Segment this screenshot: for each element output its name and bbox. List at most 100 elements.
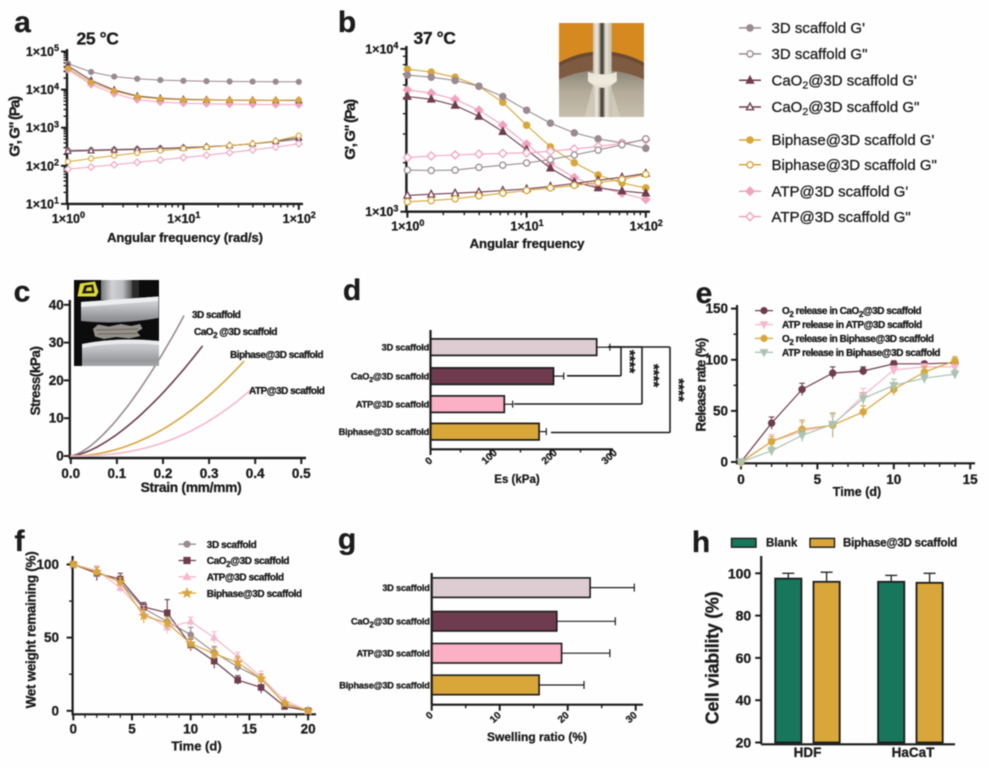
svg-text:25 °C: 25 °C: [77, 29, 120, 49]
svg-text:e: e: [696, 277, 713, 310]
svg-text:300: 300: [600, 447, 620, 467]
svg-text:0: 0: [720, 455, 728, 470]
svg-text:Biphase@3D scaffold G': Biphase@3D scaffold G': [772, 132, 935, 149]
svg-text:0.3: 0.3: [200, 466, 219, 481]
svg-text:ATP@3D scaffold G": ATP@3D scaffold G": [772, 209, 911, 226]
svg-text:Angular frequency (rad/s): Angular frequency (rad/s): [107, 230, 263, 245]
svg-text:20: 20: [301, 722, 316, 737]
svg-text:b: b: [338, 6, 356, 39]
svg-text:20: 20: [736, 735, 752, 751]
svg-text:30: 30: [49, 335, 64, 350]
svg-text:0.1: 0.1: [108, 466, 127, 481]
svg-text:0: 0: [70, 722, 78, 737]
svg-text:Biphase@3D scaffold: Biphase@3D scaffold: [843, 538, 957, 550]
svg-text:1×102: 1×102: [630, 218, 663, 234]
svg-text:40: 40: [736, 692, 752, 708]
svg-text:20: 20: [556, 710, 572, 726]
svg-text:10: 10: [886, 472, 901, 487]
svg-text:Biphase@3D scaffold: Biphase@3D scaffold: [230, 350, 323, 361]
svg-text:10: 10: [49, 411, 64, 426]
svg-text:CaO2@3D scaffold: CaO2@3D scaffold: [207, 556, 290, 569]
svg-text:O2 release in CaO2@3D scaffold: O2 release in CaO2@3D scaffold: [782, 306, 921, 319]
svg-text:10: 10: [488, 710, 504, 726]
svg-text:f: f: [15, 525, 26, 558]
svg-text:HDF: HDF: [794, 745, 822, 760]
svg-text:20: 20: [49, 373, 64, 388]
svg-text:50: 50: [713, 403, 728, 418]
svg-text:0.2: 0.2: [154, 466, 173, 481]
svg-text:40: 40: [49, 297, 64, 312]
svg-text:ATP@3D scaffold: ATP@3D scaffold: [357, 649, 430, 659]
svg-text:Biphase@3D scaffold: Biphase@3D scaffold: [207, 589, 302, 600]
svg-text:0.5: 0.5: [292, 466, 311, 481]
svg-text:CaO2 @3D scaffold: CaO2 @3D scaffold: [194, 327, 277, 340]
svg-text:Angular frequency: Angular frequency: [470, 236, 586, 251]
svg-text:Es (kPa): Es (kPa): [494, 474, 540, 486]
svg-text:Blank: Blank: [766, 538, 798, 550]
svg-text:1×103: 1×103: [365, 203, 398, 219]
svg-text:ATP@3D scaffold G': ATP@3D scaffold G': [772, 183, 909, 200]
svg-text:a: a: [14, 6, 31, 39]
svg-text:Stress(kPa): Stress(kPa): [28, 347, 43, 416]
svg-text:37 °C: 37 °C: [414, 28, 457, 48]
svg-text:50: 50: [44, 630, 59, 645]
svg-text:5: 5: [128, 722, 136, 737]
svg-text:100: 100: [728, 565, 752, 581]
svg-text:1×101: 1×101: [167, 210, 200, 226]
svg-text:1×102: 1×102: [283, 210, 316, 226]
svg-text:****: ****: [621, 350, 638, 374]
svg-text:CaO2@3D scaffold: CaO2@3D scaffold: [351, 372, 429, 385]
svg-text:1×104: 1×104: [365, 41, 398, 57]
svg-text:ATP@3D scaffold: ATP@3D scaffold: [356, 400, 429, 410]
svg-text:30: 30: [624, 710, 640, 726]
svg-text:200: 200: [540, 447, 560, 467]
svg-text:Biphase@3D scaffold G": Biphase@3D scaffold G": [772, 157, 937, 174]
svg-text:CaO2@3D scaffold: CaO2@3D scaffold: [351, 617, 430, 630]
svg-text:0: 0: [424, 455, 436, 467]
svg-text:Wet weight remaining (%): Wet weight remaining (%): [24, 552, 39, 709]
svg-text:0.0: 0.0: [61, 466, 80, 481]
svg-text:c: c: [14, 276, 31, 309]
svg-text:ATP@3D scaffold: ATP@3D scaffold: [249, 386, 325, 397]
svg-text:100: 100: [36, 557, 59, 572]
svg-text:3D scaffold: 3D scaffold: [192, 310, 241, 321]
svg-text:O2 release in Biphase@3D scaff: O2 release in Biphase@3D scaffold: [782, 334, 934, 347]
svg-text:Strain (mm/mm): Strain (mm/mm): [141, 480, 242, 495]
svg-text:15: 15: [963, 472, 979, 487]
svg-text:G', G" (Pa): G', G" (Pa): [7, 96, 24, 157]
svg-text:CaO2@3D scaffold G": CaO2@3D scaffold G": [772, 99, 920, 118]
svg-text:1×100: 1×100: [391, 218, 424, 234]
svg-text:60: 60: [736, 650, 752, 666]
svg-text:3D scaffold G": 3D scaffold G": [772, 46, 868, 63]
svg-text:100: 100: [480, 447, 500, 467]
svg-text:3D scaffold: 3D scaffold: [207, 540, 257, 551]
svg-text:d: d: [343, 274, 361, 307]
svg-text:Time (d): Time (d): [833, 485, 881, 499]
svg-text:15: 15: [242, 722, 258, 737]
svg-text:G', G" (Pa): G', G" (Pa): [342, 99, 359, 160]
svg-text:Biphase@3D scaffold: Biphase@3D scaffold: [339, 680, 429, 690]
svg-text:150: 150: [705, 301, 728, 316]
svg-text:1×105: 1×105: [26, 43, 59, 59]
svg-text:Time (d): Time (d): [171, 739, 221, 754]
svg-text:CaO2@3D scaffold G': CaO2@3D scaffold G': [772, 73, 918, 92]
svg-text:100: 100: [705, 352, 728, 367]
svg-text:1×103: 1×103: [26, 119, 59, 135]
svg-text:1×102: 1×102: [26, 158, 59, 174]
svg-text:80: 80: [736, 608, 752, 624]
svg-text:0: 0: [424, 710, 436, 722]
svg-text:0: 0: [737, 472, 745, 487]
svg-text:HaCaT: HaCaT: [892, 745, 936, 760]
svg-text:****: ****: [645, 364, 662, 388]
svg-text:0.4: 0.4: [246, 466, 265, 481]
svg-text:0: 0: [56, 449, 64, 464]
svg-text:Cell viability (%): Cell viability (%): [703, 591, 723, 724]
svg-text:ATP@3D scaffold: ATP@3D scaffold: [207, 573, 284, 584]
svg-text:1×100: 1×100: [52, 210, 85, 226]
svg-text:****: ****: [670, 378, 687, 402]
svg-text:1×101: 1×101: [26, 196, 59, 212]
svg-text:1×104: 1×104: [26, 81, 59, 97]
svg-text:Release rate (%): Release rate (%): [694, 338, 709, 431]
svg-text:1×101: 1×101: [510, 218, 543, 234]
svg-text:ATP release in ATP@3D scaffold: ATP release in ATP@3D scaffold: [782, 320, 922, 331]
